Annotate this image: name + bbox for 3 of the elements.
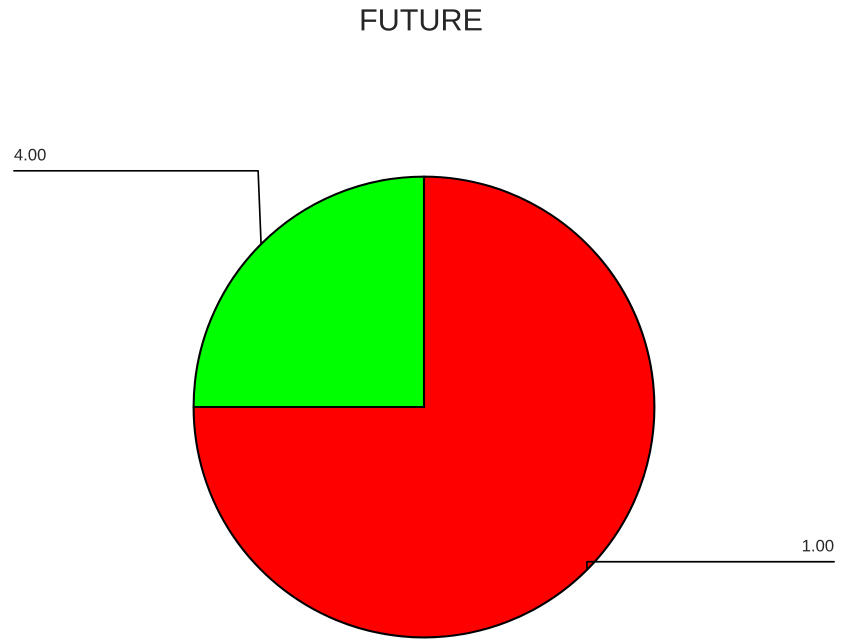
chart-title: FUTURE	[362, 9, 482, 31]
slice-label: 4.00	[14, 148, 46, 161]
slice-label: 1.00	[802, 540, 834, 552]
